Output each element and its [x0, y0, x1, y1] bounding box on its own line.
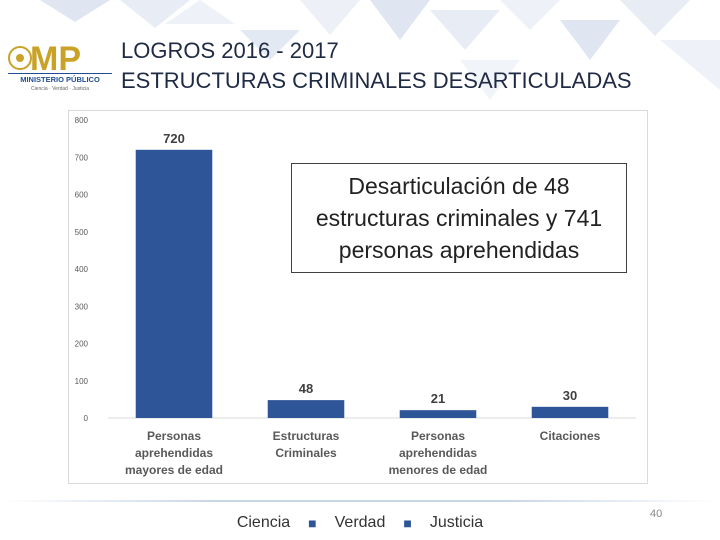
data-label: 48 [299, 381, 313, 396]
logo-wordmark: MP [30, 40, 81, 78]
y-tick-label: 100 [75, 377, 89, 386]
bar [399, 410, 477, 418]
y-tick-label: 200 [75, 340, 89, 349]
bar [267, 400, 345, 418]
ministerio-publico-logo: MP MINISTERIO PÚBLICO Ciencia · Verdad ·… [6, 38, 114, 94]
y-tick-label: 0 [84, 414, 89, 423]
category-label: mayores de edad [125, 463, 223, 477]
category-label: Personas [411, 429, 465, 443]
footer-separator: ■ [403, 515, 412, 531]
category-label: menores de edad [389, 463, 488, 477]
slide-title: LOGROS 2016 - 2017 ESTRUCTURAS CRIMINALE… [121, 36, 632, 96]
y-tick-label: 300 [75, 302, 89, 311]
y-tick-label: 800 [75, 116, 89, 125]
category-label: Citaciones [540, 429, 601, 443]
logo-motto: Ciencia · Verdad · Justicia [31, 86, 89, 92]
category-label: Criminales [275, 446, 337, 460]
footer-separator: ■ [308, 515, 317, 531]
bar [135, 149, 213, 419]
logo-subtitle: MINISTERIO PÚBLICO [20, 75, 100, 84]
footer-word-ciencia: Ciencia [236, 514, 291, 531]
page-number: 40 [650, 508, 663, 520]
data-label: 21 [431, 391, 445, 406]
bar-chart: 0 100 200 300 400 500 600 700 800 720 Personas apre… [75, 116, 636, 477]
category-label: Estructuras [273, 429, 340, 443]
data-label: 720 [163, 131, 185, 146]
y-tick-label: 400 [75, 265, 89, 274]
title-line-1: LOGROS 2016 - 2017 [121, 38, 339, 63]
footer-word-verdad: Verdad [334, 514, 386, 531]
summary-annotation-text: Desarticulación de 48 estructuras crimin… [315, 173, 603, 263]
summary-annotation: Desarticulación de 48 estructuras crimin… [291, 163, 627, 273]
footer-motto: Ciencia ■ Verdad ■ Justicia [0, 506, 720, 540]
category-label: aprehendidas [135, 446, 213, 460]
header-decoration [40, 0, 720, 100]
y-tick-label: 700 [75, 153, 89, 162]
y-tick-label: 600 [75, 191, 89, 200]
y-tick-label: 500 [75, 228, 89, 237]
footer-divider [0, 500, 720, 502]
bar [531, 406, 609, 418]
data-label: 30 [563, 388, 577, 403]
footer-word-justicia: Justicia [429, 514, 484, 531]
title-line-2: ESTRUCTURAS CRIMINALES DESARTICULADAS [121, 68, 632, 93]
category-label: aprehendidas [399, 446, 477, 460]
category-label: Personas [147, 429, 201, 443]
